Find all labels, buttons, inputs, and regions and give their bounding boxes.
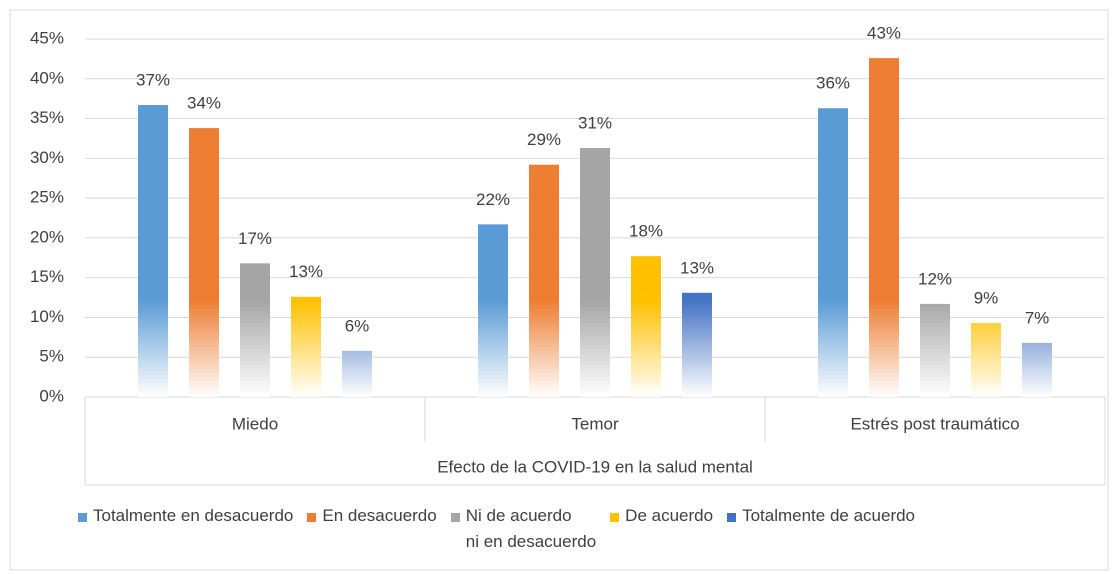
- data-label: 43%: [867, 24, 901, 43]
- data-label: 18%: [629, 222, 663, 241]
- data-label: 9%: [974, 288, 999, 307]
- legend-label: Totalmente de acuerdo: [742, 506, 916, 525]
- x-axis-title: Efecto de la COVID-19 en la salud mental: [437, 457, 753, 476]
- data-label: 13%: [289, 262, 323, 281]
- bar: [189, 128, 219, 397]
- data-label: 12%: [918, 269, 952, 288]
- y-tick-label: 20%: [30, 227, 64, 246]
- legend-item: Totalmente en desacuerdo: [78, 506, 293, 555]
- data-label: 13%: [680, 258, 714, 277]
- chart-frame: [9, 9, 1109, 571]
- legend-label: En desacuerdo: [322, 506, 437, 525]
- data-label: 34%: [187, 94, 221, 113]
- x-tick-label: Temor: [571, 414, 619, 433]
- data-label: 29%: [527, 130, 561, 149]
- data-label: 36%: [816, 74, 850, 93]
- y-tick-label: 45%: [30, 28, 64, 47]
- legend-swatch: [78, 513, 87, 522]
- bar: [971, 323, 1001, 397]
- data-label: 22%: [476, 190, 510, 209]
- y-tick-label: 0%: [39, 386, 64, 405]
- data-label: 31%: [578, 113, 612, 132]
- y-tick-label: 10%: [30, 307, 64, 326]
- legend-label: Ni de acuerdo ni en desacuerdo: [465, 506, 597, 551]
- bar: [478, 224, 508, 397]
- legend-swatch: [727, 513, 737, 522]
- bar: [138, 105, 168, 397]
- x-tick-label: Estrés post traumático: [850, 414, 1019, 433]
- legend-swatch: [307, 513, 317, 522]
- legend-item: Ni de acuerdo ni en desacuerdo: [450, 506, 596, 555]
- y-tick-label: 5%: [39, 347, 64, 366]
- bar: [342, 350, 372, 397]
- bar: [682, 292, 712, 397]
- bar: [529, 164, 559, 397]
- bar: [869, 58, 899, 398]
- data-label: 37%: [136, 71, 170, 90]
- legend-label: De acuerdo: [625, 506, 714, 525]
- y-tick-label: 35%: [30, 108, 64, 127]
- x-tick-label: Miedo: [232, 414, 278, 433]
- bar: [1022, 342, 1052, 397]
- data-label: 7%: [1025, 308, 1050, 327]
- bar: [818, 108, 848, 398]
- data-label: 6%: [345, 316, 370, 335]
- legend-item: En desacuerdo: [307, 506, 437, 555]
- legend-item: Totalmente de acuerdo: [727, 506, 915, 555]
- legend: Totalmente en desacuerdo En desacuerdo Ni …: [78, 506, 915, 555]
- bar: [240, 263, 270, 397]
- y-tick-label: 25%: [30, 188, 64, 207]
- bar: [580, 147, 610, 397]
- legend-label: Totalmente en desacuerdo: [93, 506, 294, 525]
- legend-item: De acuerdo: [610, 506, 713, 555]
- y-tick-label: 15%: [30, 267, 64, 286]
- legend-swatch: [450, 513, 460, 522]
- bar: [631, 256, 661, 397]
- bar: [291, 296, 321, 397]
- y-tick-label: 30%: [30, 148, 64, 167]
- data-label: 17%: [238, 229, 272, 248]
- y-tick-label: 40%: [30, 68, 64, 87]
- bar: [920, 303, 950, 397]
- legend-swatch: [610, 513, 620, 522]
